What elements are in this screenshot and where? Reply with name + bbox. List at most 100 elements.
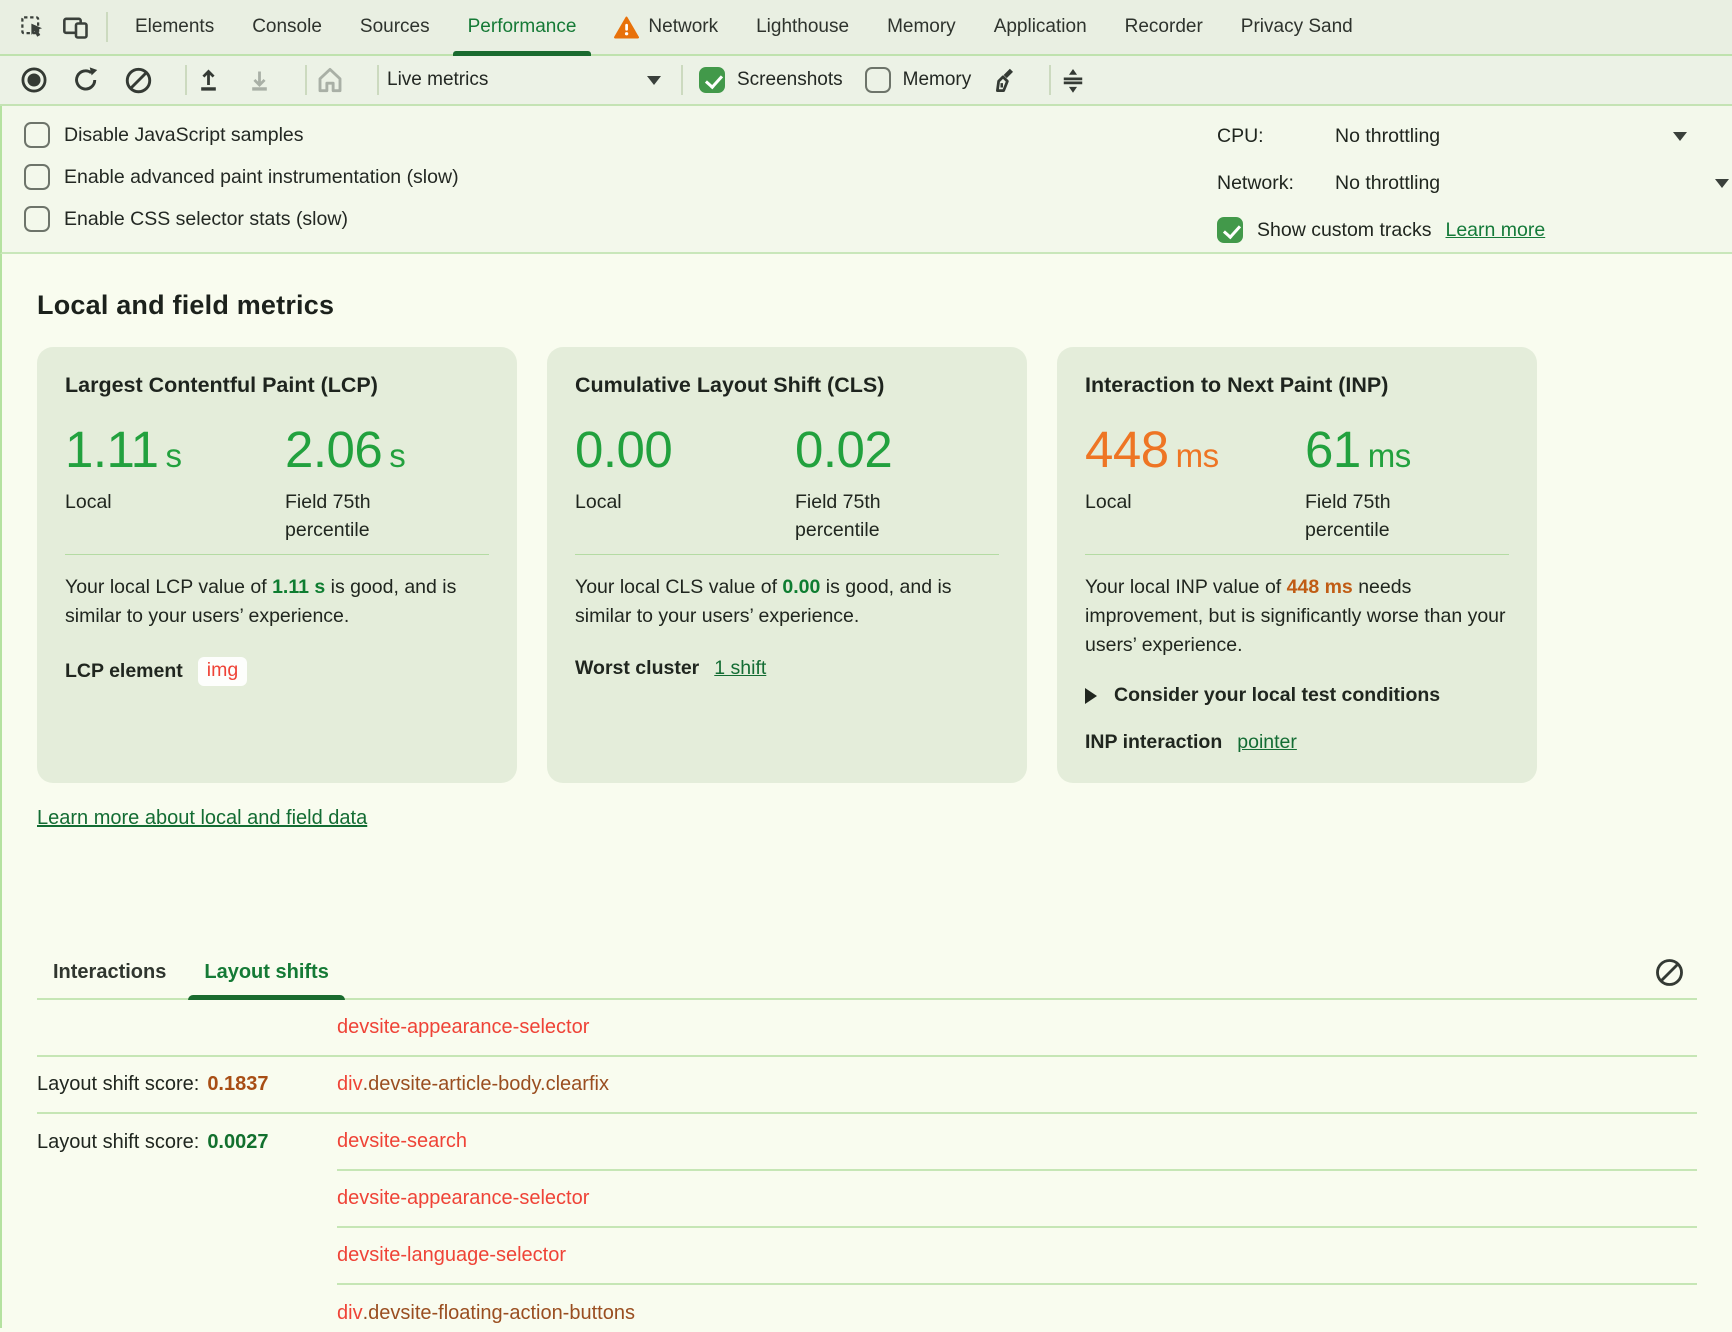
node-link[interactable]: div (337, 1073, 363, 1095)
lcp-local-value: 1.11 s (65, 421, 182, 478)
screenshots-checkbox[interactable]: Screenshots (699, 67, 843, 93)
performance-settings-pane: Disable JavaScript samples Enable advanc… (0, 106, 1732, 254)
disable-js-samples-checkbox[interactable]: Disable JavaScript samples (24, 122, 1732, 148)
checkbox-unchecked-icon (24, 206, 50, 232)
inp-description: Your local INP value of 448 ms needs imp… (1085, 576, 1506, 656)
layout-shift-row: div .devsite-floating-action-buttons (37, 1285, 1697, 1332)
lcp-element-row: LCP element img (65, 657, 489, 686)
node-link-classes[interactable]: .devsite-article-body.clearfix (362, 1073, 609, 1095)
toolbar-divider (106, 12, 108, 42)
disable-js-samples-label: Disable JavaScript samples (64, 123, 304, 146)
node-link[interactable]: devsite-search (337, 1130, 468, 1152)
lcp-element-node-link[interactable]: img (197, 657, 248, 686)
lcp-local-label: Local (65, 491, 112, 513)
advanced-paint-checkbox[interactable]: Enable advanced paint instrumentation (s… (24, 164, 1732, 190)
inp-card-title: Interaction to Next Paint (INP) (1085, 373, 1389, 397)
cls-local-value: 0.00 (575, 421, 673, 478)
inp-values: 448 ms Local 61 ms Field 75th percentile (1085, 420, 1509, 554)
memory-checkbox[interactable]: Memory (864, 67, 971, 93)
page-title: Local and field metrics (37, 290, 335, 320)
inspect-element-button[interactable] (10, 0, 54, 54)
inp-field-label: Field 75th percentile (1305, 491, 1391, 541)
learn-more-link[interactable]: Learn more (1445, 218, 1546, 241)
device-toolbar-button[interactable] (54, 0, 98, 54)
lcp-description: Your local LCP value of 1.11 s is good, … (65, 576, 457, 627)
worst-cluster-link[interactable]: 1 shift (714, 657, 767, 679)
node-link[interactable]: devsite-appearance-selector (337, 1016, 590, 1038)
score-label: Layout shift score: (37, 1131, 200, 1153)
toolbar-divider (377, 65, 379, 95)
tab-layout-shifts[interactable]: Layout shifts (188, 946, 346, 1000)
cls-worst-cluster-row: Worst cluster 1 shift (575, 657, 999, 680)
tab-network[interactable]: Network (595, 0, 737, 54)
shortcuts-dialog-button[interactable] (1059, 65, 1087, 95)
tab-recorder[interactable]: Recorder (1124, 16, 1203, 37)
score-value: 0.1837 (207, 1073, 269, 1095)
cls-inline-value: 0.00 (782, 576, 821, 598)
download-profile-button[interactable] (246, 67, 273, 94)
layout-shift-row: Layout shift score: 0.0027 devsite-search (37, 1114, 1697, 1171)
cls-local-label: Local (575, 491, 622, 513)
network-throttling-select[interactable]: Network: No throttling (1217, 166, 1729, 200)
card-divider (65, 554, 489, 555)
show-custom-tracks-label: Show custom tracks (1257, 218, 1432, 241)
lcp-card-title: Largest Contentful Paint (LCP) (65, 373, 378, 397)
inp-interaction-link[interactable]: pointer (1237, 731, 1297, 753)
network-throttling-value: No throttling (1335, 171, 1441, 194)
panel-mode-select[interactable]: Live metrics (387, 69, 661, 91)
consider-local-conditions-details[interactable]: Consider your local test conditions (1085, 684, 1509, 707)
checkbox-unchecked-icon (24, 164, 50, 190)
record-button[interactable] (20, 66, 48, 94)
advanced-paint-label: Enable advanced paint instrumentation (s… (64, 165, 459, 188)
home-button[interactable] (315, 65, 345, 95)
checkbox-checked-icon (1217, 217, 1243, 243)
devtools-tab-bar: Elements Console Sources Performance Net… (0, 0, 1732, 56)
cls-values: 0.00 Local 0.02 Field 75th percentile (575, 420, 999, 554)
tab-elements[interactable]: Elements (135, 16, 215, 37)
inp-interaction-label: INP interaction (1085, 731, 1223, 753)
checkbox-unchecked-icon (24, 122, 50, 148)
panel-mode-value: Live metrics (387, 69, 489, 90)
clear-button[interactable] (124, 66, 153, 95)
chevron-down-icon (647, 75, 661, 85)
node-link[interactable]: devsite-appearance-selector (337, 1187, 590, 1209)
lcp-card: Largest Contentful Paint (LCP) 1.11 s Loc… (37, 347, 517, 783)
tab-sources[interactable]: Sources (359, 16, 430, 37)
lcp-field-label: Field 75th percentile (285, 491, 371, 541)
clear-log-button[interactable] (1654, 957, 1685, 988)
node-link[interactable]: devsite-language-selector (337, 1244, 567, 1266)
tab-interactions[interactable]: Interactions (53, 960, 167, 983)
show-custom-tracks-checkbox[interactable]: Show custom tracks Learn more (1217, 213, 1732, 247)
metric-cards: Largest Contentful Paint (LCP) 1.11 s Loc… (37, 347, 1697, 783)
inp-inline-value: 448 ms (1286, 576, 1353, 598)
cpu-throttling-select[interactable]: CPU: No throttling (1217, 119, 1687, 153)
tab-lighthouse[interactable]: Lighthouse (756, 16, 850, 37)
cls-description: Your local CLS value of 0.00 is good, an… (575, 576, 952, 627)
layout-shift-row: devsite-appearance-selector (37, 1000, 1697, 1057)
upload-profile-button[interactable] (195, 67, 222, 94)
checkbox-unchecked-icon (864, 67, 891, 93)
toolbar-divider (185, 65, 187, 95)
learn-more-row: Learn more about local and field data (37, 807, 1697, 830)
live-metrics-view: Local and field metrics Largest Contentf… (0, 254, 1732, 1328)
lcp-element-label: LCP element (65, 660, 183, 682)
lcp-inline-value: 1.11 s (272, 576, 326, 598)
inp-card: Interaction to Next Paint (INP) 448 ms Lo… (1057, 347, 1537, 783)
tab-privacy-sandbox[interactable]: Privacy Sand (1240, 16, 1353, 37)
logs-section: Interactions Layout shifts devsite-appea… (37, 946, 1697, 1332)
collect-garbage-button[interactable] (993, 65, 1023, 95)
cpu-throttling-value: No throttling (1335, 124, 1441, 147)
download-icon (246, 67, 273, 94)
tab-application[interactable]: Application (993, 16, 1087, 37)
node-link-classes[interactable]: .devsite-floating-action-buttons (362, 1302, 635, 1324)
reload-record-button[interactable] (72, 66, 100, 94)
inspect-icon (19, 14, 46, 41)
broom-icon (993, 65, 1023, 95)
learn-more-local-field-link[interactable]: Learn more about local and field data (37, 807, 368, 829)
cls-field-label: Field 75th percentile (795, 491, 881, 541)
node-link[interactable]: div (337, 1302, 363, 1324)
tab-performance[interactable]: Performance (449, 0, 596, 56)
css-selector-stats-checkbox[interactable]: Enable CSS selector stats (slow) (24, 206, 1732, 232)
tab-memory[interactable]: Memory (887, 16, 956, 37)
tab-console[interactable]: Console (252, 16, 322, 37)
